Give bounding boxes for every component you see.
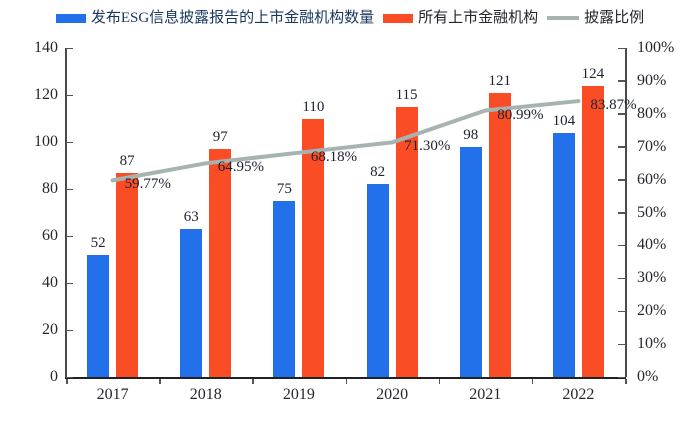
orange-bar-swatch-icon xyxy=(383,13,414,23)
x-axis-label: 2020 xyxy=(376,386,409,403)
line-value-label: 59.77% xyxy=(124,176,171,193)
left-axis-tick-label: 60 xyxy=(42,227,58,244)
right-axis-tick xyxy=(618,376,625,378)
line-value-label: 80.99% xyxy=(497,106,544,123)
bar-value-label: 75 xyxy=(276,180,292,197)
bar-all xyxy=(488,92,511,377)
bottom-axis-tick xyxy=(159,379,161,384)
right-axis-tick xyxy=(618,343,625,346)
bottom-axis-tick xyxy=(252,379,254,384)
left-axis-tick-label: 140 xyxy=(34,39,58,56)
line-value-label: 71.30% xyxy=(404,138,451,155)
bar-value-label: 124 xyxy=(581,65,605,82)
left-axis-tick-label: 120 xyxy=(34,86,58,103)
legend-label-disclosure-ratio: 披露比例 xyxy=(584,10,645,26)
left-axis-tick xyxy=(66,235,73,237)
right-axis-tick xyxy=(618,47,625,49)
left-axis-tick xyxy=(66,282,73,284)
bottom-axis-tick xyxy=(345,379,347,384)
right-axis-tick xyxy=(618,244,625,247)
right-axis-tick xyxy=(618,310,625,313)
left-axis-tick-label: 80 xyxy=(42,180,58,197)
x-axis-label: 2018 xyxy=(189,386,222,403)
bar-value-label: 87 xyxy=(119,152,135,169)
bar-value-label: 115 xyxy=(395,86,418,103)
bottom-axis-tick xyxy=(66,379,68,384)
x-axis-label: 2021 xyxy=(469,386,502,403)
x-axis-label: 2017 xyxy=(96,386,129,403)
left-axis-tick-label: 0 xyxy=(50,368,58,385)
bar-value-label: 110 xyxy=(302,98,325,115)
bar-disclosing xyxy=(180,228,203,377)
right-axis-tick xyxy=(618,179,625,181)
left-axis-tick-label: 20 xyxy=(42,321,58,338)
right-axis-tick xyxy=(618,113,625,115)
line-value-label: 68.18% xyxy=(310,148,358,165)
bar-all xyxy=(581,85,604,377)
bar-all xyxy=(209,149,232,377)
legend-label-disclosing-institutions: 发布ESG信息披露报告的上市金融机构数量 xyxy=(90,10,375,26)
bottom-axis-tick xyxy=(438,379,441,384)
right-axis-tick-label: 50% xyxy=(637,203,667,221)
left-axis-tick xyxy=(66,94,73,96)
right-axis-tick-label: 90% xyxy=(637,71,667,89)
bar-disclosing xyxy=(459,146,482,377)
line-value-label: 64.95% xyxy=(217,159,264,176)
legend-item-all-institutions: 所有上市金融机构 xyxy=(383,7,538,29)
right-axis-tick-label: 40% xyxy=(637,236,667,254)
chart-legend: 发布ESG信息披露报告的上市金融机构数量 所有上市金融机构 披露比例 xyxy=(0,7,700,29)
left-axis-tick xyxy=(66,47,73,49)
bottom-axis-line xyxy=(65,377,626,379)
right-axis-tick xyxy=(618,277,625,280)
line-value-label: 83.87% xyxy=(590,97,637,114)
bottom-axis-tick xyxy=(625,379,627,384)
left-axis-tick-label: 40 xyxy=(42,274,58,291)
right-axis-line xyxy=(625,48,627,377)
bottom-axis-tick xyxy=(531,379,534,384)
blue-bar-swatch-icon xyxy=(55,13,86,23)
left-axis-tick xyxy=(66,188,73,190)
right-axis-tick xyxy=(618,146,625,148)
right-axis-tick xyxy=(618,80,625,82)
legend-label-all-institutions: 所有上市金融机构 xyxy=(418,10,539,26)
right-axis-tick-label: 70% xyxy=(637,137,667,155)
gray-line-swatch-icon xyxy=(547,16,580,20)
bar-disclosing xyxy=(366,184,389,377)
right-axis-tick xyxy=(618,212,625,214)
right-axis-tick-label: 30% xyxy=(637,269,667,287)
bar-value-label: 121 xyxy=(488,72,512,89)
bar-value-label: 63 xyxy=(183,208,199,225)
x-axis-label: 2022 xyxy=(562,386,595,403)
left-axis-tick-label: 100 xyxy=(34,133,58,150)
left-axis-line xyxy=(65,48,67,377)
bar-all xyxy=(116,172,139,377)
bar-disclosing xyxy=(87,254,110,377)
left-axis-tick xyxy=(66,141,73,143)
x-axis-label: 2019 xyxy=(282,386,315,403)
bar-disclosing xyxy=(273,200,296,377)
bar-value-label: 52 xyxy=(90,234,106,251)
right-axis-tick-label: 20% xyxy=(637,302,667,320)
legend-item-disclosing-institutions: 发布ESG信息披露报告的上市金融机构数量 xyxy=(55,7,375,29)
bar-disclosing xyxy=(552,132,575,377)
bar-value-label: 97 xyxy=(212,129,228,146)
right-axis-tick-label: 0% xyxy=(637,368,659,385)
right-axis-tick-label: 60% xyxy=(637,170,667,188)
legend-item-disclosure-ratio: 披露比例 xyxy=(547,7,644,29)
bar-all xyxy=(302,118,325,377)
right-axis-tick-label: 10% xyxy=(637,335,667,353)
right-axis-tick-label: 80% xyxy=(637,104,667,122)
right-axis-tick-label: 100% xyxy=(637,39,675,56)
left-axis-tick xyxy=(66,329,73,331)
left-axis-tick xyxy=(66,376,73,378)
